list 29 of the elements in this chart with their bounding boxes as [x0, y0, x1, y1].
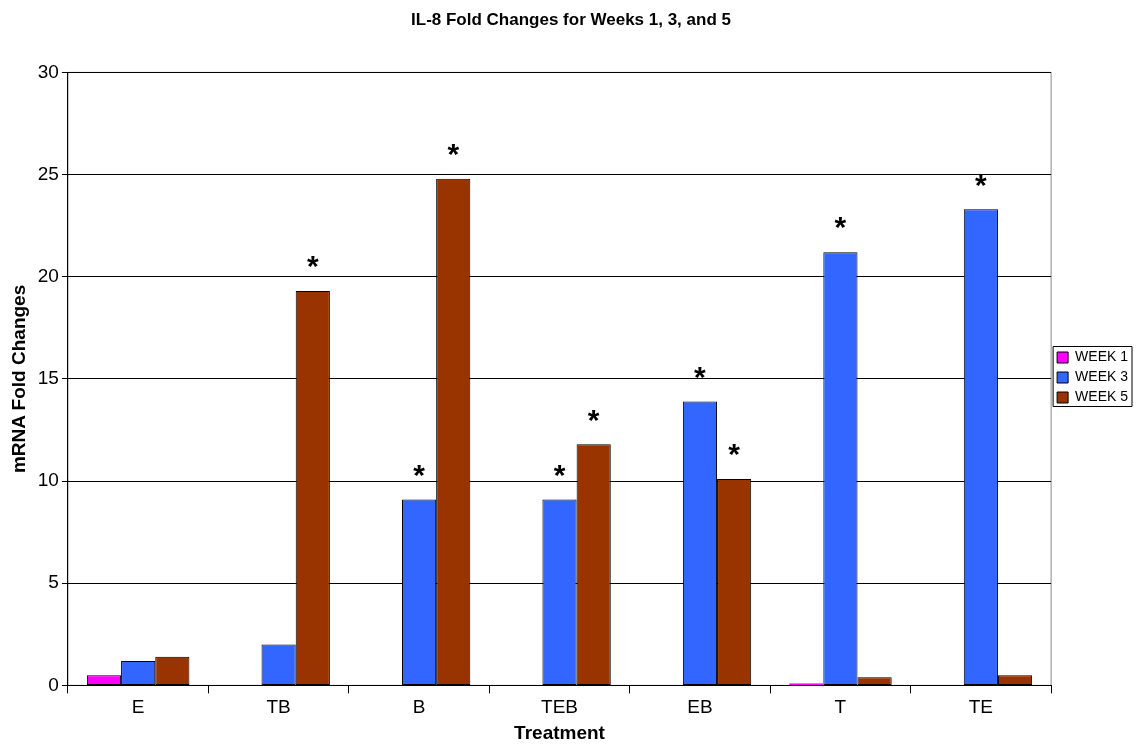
- data-label: *: [553, 457, 566, 491]
- y-tick-label: 20: [37, 264, 59, 286]
- x-axis-title: Treatment: [514, 721, 606, 743]
- data-label: *: [587, 402, 600, 436]
- data-label: *: [413, 457, 426, 491]
- chart-title: IL-8 Fold Changes for Weeks 1, 3, and 5: [411, 9, 731, 29]
- y-tick-label: 15: [37, 367, 59, 389]
- y-tick-label: 30: [37, 60, 59, 82]
- x-tick-label: TEB: [541, 696, 578, 718]
- x-tick-label: T: [834, 696, 847, 718]
- y-axis-title: mRNA Fold Changes: [7, 284, 29, 474]
- legend-label: WEEK 1: [1075, 348, 1129, 365]
- y-tick-label: 10: [37, 469, 59, 491]
- legend-label: WEEK 3: [1075, 368, 1129, 385]
- x-tick-label: E: [131, 696, 145, 718]
- data-label: *: [975, 167, 988, 201]
- data-label: *: [306, 249, 319, 283]
- x-tick-label: EB: [687, 696, 713, 718]
- x-tick-label: TB: [266, 696, 291, 718]
- y-tick-label: 25: [37, 162, 59, 184]
- legend-label: WEEK 5: [1075, 388, 1129, 405]
- x-tick-label: B: [412, 696, 426, 718]
- data-label: *: [728, 437, 741, 471]
- data-label: *: [694, 359, 707, 393]
- y-tick-label: 5: [48, 571, 59, 593]
- x-tick-label: TE: [968, 696, 994, 718]
- data-label: *: [447, 136, 460, 170]
- y-tick-label: 0: [48, 673, 59, 695]
- data-label: *: [834, 210, 847, 244]
